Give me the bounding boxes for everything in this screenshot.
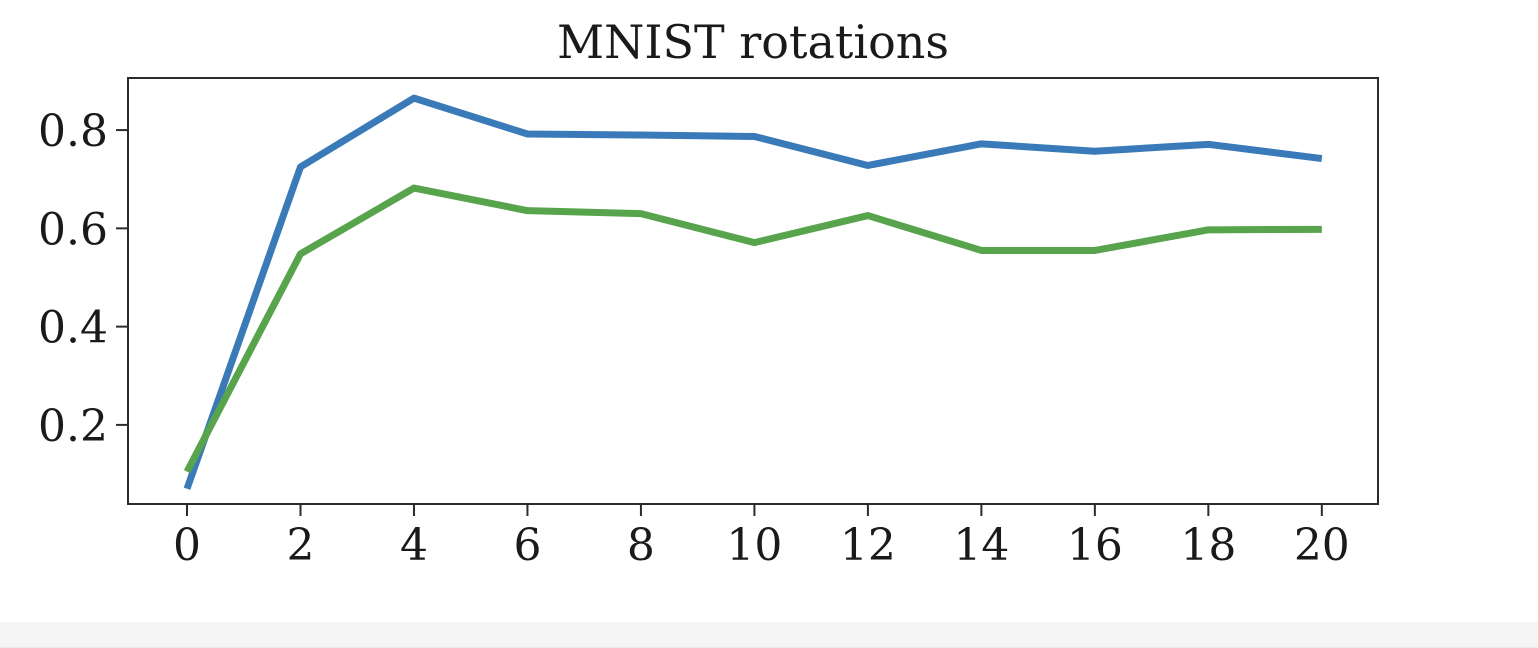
x-tick-label: 4 [400, 520, 428, 571]
x-tick-label: 2 [286, 520, 314, 571]
blue-line-series [183, 94, 1323, 490]
y-tick-label: 0.8 [38, 106, 108, 157]
y-tick-label: 0.6 [38, 204, 108, 255]
x-tick-label: 0 [173, 520, 201, 571]
mnist-rotations-chart: MNIST rotations 0 2 4 6 8 10 12 14 16 18 20 0.2 0.4… [38, 15, 1379, 571]
x-tick-label: 20 [1294, 520, 1350, 571]
chart-title: MNIST rotations [557, 15, 949, 69]
x-tick-label: 12 [840, 520, 896, 571]
y-tick-label: 0.4 [38, 303, 108, 354]
x-tick-label: 10 [726, 520, 782, 571]
bottom-gray-bar [0, 622, 1538, 648]
x-tick-label: 18 [1180, 520, 1236, 571]
green-line-series [183, 184, 1322, 474]
figure-area: MNIST rotations 0 2 4 6 8 10 12 14 16 18 20 0.2 0.4… [38, 15, 1379, 571]
x-tick-label: 6 [513, 520, 541, 571]
y-axis-ticks: 0.2 0.4 0.6 0.8 [38, 106, 128, 452]
x-tick-label: 8 [627, 520, 655, 571]
x-tick-label: 14 [953, 520, 1009, 571]
x-tick-label: 16 [1067, 520, 1123, 571]
y-tick-label: 0.2 [38, 401, 108, 452]
x-axis-ticks: 0 2 4 6 8 10 12 14 16 18 20 [173, 504, 1350, 571]
plot-frame [127, 77, 1379, 505]
